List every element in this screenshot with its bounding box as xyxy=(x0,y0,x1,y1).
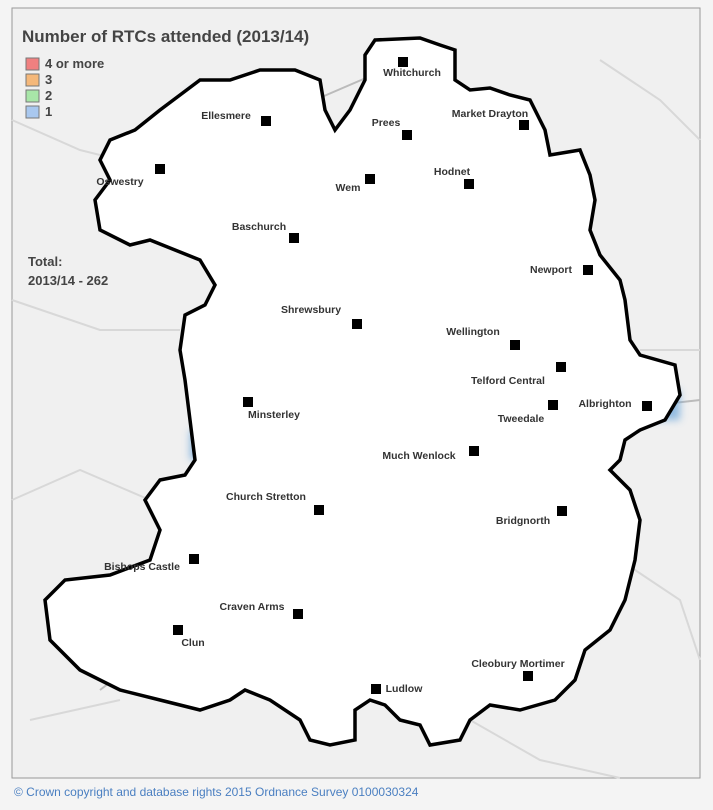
station-label: Minsterley xyxy=(248,409,300,421)
station-marker xyxy=(469,446,479,456)
station-marker xyxy=(352,319,362,329)
legend-label: 4 or more xyxy=(45,56,104,71)
station-marker xyxy=(314,505,324,515)
total-text: 2013/14 - 262 xyxy=(28,273,108,288)
station-marker xyxy=(371,684,381,694)
station-label: Much Wenlock xyxy=(382,450,455,462)
station-marker xyxy=(293,609,303,619)
station-label: Church Stretton xyxy=(226,491,306,503)
legend-swatch xyxy=(25,89,40,103)
station-label: Whitchurch xyxy=(383,67,441,79)
station-label: Baschurch xyxy=(232,221,286,233)
station-marker xyxy=(464,179,474,189)
station-marker xyxy=(642,401,652,411)
station-marker xyxy=(173,625,183,635)
station-marker xyxy=(556,362,566,372)
station-marker xyxy=(557,506,567,516)
station-marker xyxy=(583,265,593,275)
station-label: Shrewsbury xyxy=(281,304,341,316)
station-marker xyxy=(523,671,533,681)
station-marker xyxy=(365,174,375,184)
station-label: Albrighton xyxy=(578,398,631,410)
station-label: Cleobury Mortimer xyxy=(471,658,564,670)
station-marker xyxy=(261,116,271,126)
station-marker xyxy=(510,340,520,350)
legend-swatch xyxy=(25,105,40,119)
station-marker xyxy=(243,397,253,407)
station-label: Prees xyxy=(372,117,401,129)
legend-label: 2 xyxy=(45,88,52,103)
station-marker xyxy=(398,57,408,67)
legend-swatch xyxy=(25,73,40,87)
station-label: Ludlow xyxy=(386,683,424,695)
stations: Whitchurch Ellesmere Prees Market Drayton Os… xyxy=(96,57,652,695)
copyright: © Crown copyright and database rights 20… xyxy=(14,785,419,799)
legend-label: 3 xyxy=(45,72,52,87)
map-title: Number of RTCs attended (2013/14) xyxy=(22,27,309,46)
station-marker xyxy=(519,120,529,130)
station-marker xyxy=(289,233,299,243)
station-label: Telford Central xyxy=(471,375,545,387)
station-label: Hodnet xyxy=(434,166,471,178)
legend-label: 1 xyxy=(45,104,52,119)
total-label: Total: xyxy=(28,254,62,269)
station-label: Craven Arms xyxy=(220,601,285,613)
station-label: Wellington xyxy=(446,326,499,338)
station-label: Bridgnorth xyxy=(496,515,550,527)
station-marker xyxy=(189,554,199,564)
station-label: Bishops Castle xyxy=(104,561,180,573)
station-marker xyxy=(402,130,412,140)
station-label: Clun xyxy=(181,637,204,649)
station-label: Tweedale xyxy=(498,413,545,425)
station-label: Oswestry xyxy=(96,176,143,188)
station-label: Wem xyxy=(336,182,361,194)
station-label: Ellesmere xyxy=(201,110,251,122)
station-marker xyxy=(548,400,558,410)
station-marker xyxy=(155,164,165,174)
legend-swatch xyxy=(25,57,40,71)
station-label: Newport xyxy=(530,264,573,276)
outside-roads xyxy=(11,59,701,779)
station-label: Market Drayton xyxy=(452,108,528,120)
